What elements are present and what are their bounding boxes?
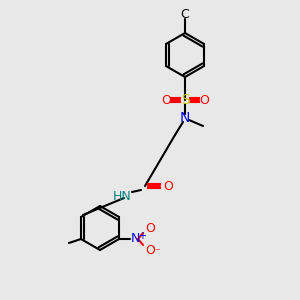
Text: HN: HN [112,190,131,202]
Text: O: O [161,94,171,106]
Text: N: N [130,232,140,245]
Text: ⁻: ⁻ [154,247,160,257]
Text: O: O [163,179,173,193]
Text: O: O [199,94,209,106]
Text: O: O [145,244,155,256]
Text: +: + [138,231,146,241]
Text: N: N [180,111,190,125]
Text: C: C [181,8,189,20]
Text: S: S [181,93,189,107]
Text: O: O [145,221,155,235]
